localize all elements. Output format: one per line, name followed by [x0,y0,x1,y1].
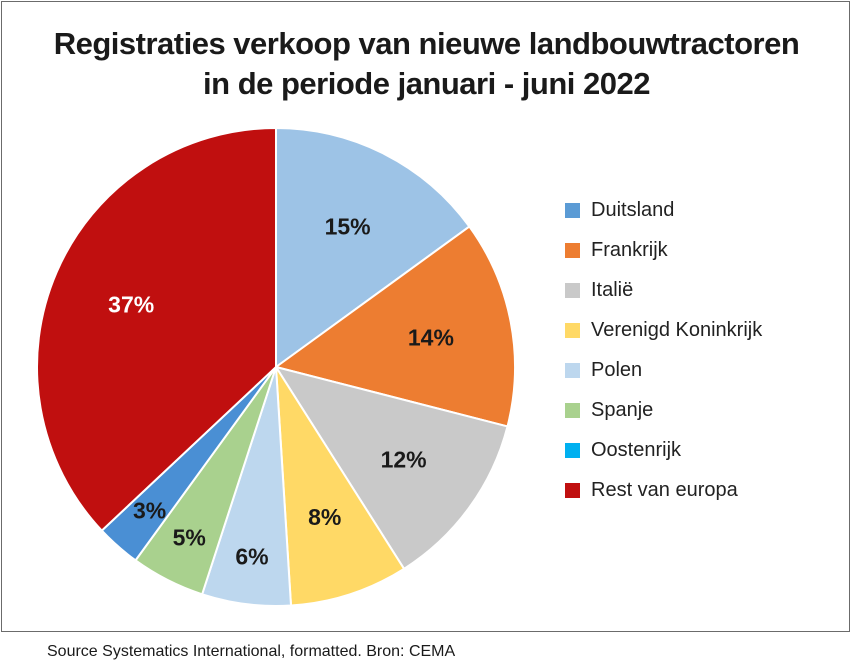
legend-label: Duitsland [591,198,675,221]
legend-swatch [565,202,580,218]
legend-item-verenigd-koninkrijk: Verenigd Koninkrijk [565,310,762,350]
pie-slice-rest-van-europa [36,126,277,533]
legend-label: Verenigd Koninkrijk [591,318,763,341]
data-label-frankrijk: 14% [408,324,454,350]
legend-label: Frankrijk [591,238,668,261]
chart-title: Registraties verkoop van nieuwe landbouw… [0,24,853,104]
data-label-italie: 12% [381,447,427,473]
legend-label: Polen [591,358,643,381]
data-label-oostenrijk: 3% [133,497,166,523]
legend-label: Italië [591,278,634,301]
legend-item-duitsland: Duitsland [565,190,762,230]
legend-swatch [565,242,580,258]
pie-slice-frankrijk [273,225,516,428]
source-note: Source Systematics International, format… [47,643,456,660]
legend-item-rest-van-europa: Rest van europa [565,470,762,510]
legend-swatch [565,282,580,298]
chart-title-line-2: in de periode januari - juni 2022 [203,66,650,101]
pie-slice-italie [273,365,509,571]
chart-title-line-1: Registraties verkoop van nieuwe landbouw… [53,26,800,61]
legend-label: Spanje [591,398,654,421]
data-label-duitsland: 15% [325,214,371,240]
legend-swatch [565,442,580,458]
pie-slice-verenigd-koninkrijk [275,366,406,607]
legend-label: Oostenrijk [591,438,682,461]
legend-swatch [565,362,580,378]
data-label-verenigd-koninkrijk: 8% [308,504,341,530]
chart-frame [1,1,850,632]
legend-item-spanje: Spanje [565,390,762,430]
legend-item-italie: Italië [565,270,762,310]
legend-label: Rest van europa [591,478,738,501]
data-label-rest-van-europa: 37% [108,291,154,317]
legend-item-oostenrijk: Oostenrijk [565,430,762,470]
pie-slice-duitsland [275,126,471,369]
legend-swatch [565,482,580,498]
data-label-spanje: 5% [173,524,206,550]
legend-swatch [565,402,580,418]
legend: Duitsland Frankrijk Italië Verenigd Koninkr… [565,190,762,510]
data-label-polen: 6% [235,544,268,570]
legend-swatch [565,322,580,338]
legend-item-frankrijk: Frankrijk [565,230,762,270]
legend-item-polen: Polen [565,350,762,390]
